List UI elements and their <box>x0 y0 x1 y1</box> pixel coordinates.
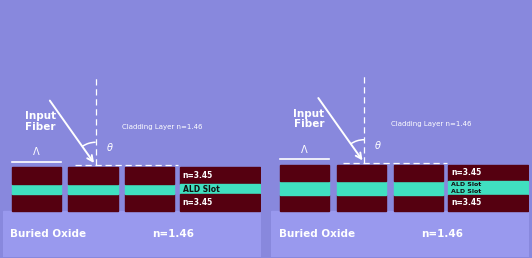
Bar <box>394 195 443 211</box>
Text: Buried Oxide: Buried Oxide <box>11 229 87 239</box>
Bar <box>126 167 174 184</box>
Bar <box>337 195 386 211</box>
Text: ALD Slot: ALD Slot <box>451 189 481 194</box>
Bar <box>448 195 528 211</box>
Text: n=3.45: n=3.45 <box>451 168 481 177</box>
Bar <box>179 184 260 194</box>
Bar <box>12 194 61 211</box>
Text: Cladding Layer n=1.46: Cladding Layer n=1.46 <box>122 124 203 130</box>
Bar <box>179 167 260 184</box>
Bar <box>126 194 174 211</box>
Bar <box>3 211 261 257</box>
Text: Buried Oxide: Buried Oxide <box>279 229 355 239</box>
Text: Input
Fiber: Input Fiber <box>294 109 325 129</box>
Text: n=1.46: n=1.46 <box>152 229 194 239</box>
Text: Input
Fiber: Input Fiber <box>25 111 56 132</box>
Text: Cladding Layer n=1.46: Cladding Layer n=1.46 <box>391 122 471 127</box>
Bar <box>448 188 528 195</box>
Bar <box>126 184 174 194</box>
Bar <box>69 194 118 211</box>
Bar <box>69 184 118 194</box>
Text: Λ: Λ <box>302 144 308 155</box>
Text: $\theta$: $\theta$ <box>106 141 114 154</box>
Bar <box>271 211 529 257</box>
Bar <box>12 167 61 184</box>
Text: $\theta$: $\theta$ <box>375 139 382 151</box>
Bar <box>394 181 443 188</box>
Bar <box>337 188 386 195</box>
Text: n=3.45: n=3.45 <box>182 171 213 180</box>
Bar <box>394 165 443 181</box>
Bar <box>448 165 528 181</box>
Bar <box>280 181 329 188</box>
Text: n=1.46: n=1.46 <box>421 229 463 239</box>
Text: n=3.45: n=3.45 <box>451 198 481 207</box>
Bar <box>280 165 329 181</box>
Bar <box>179 194 260 211</box>
Bar <box>12 184 61 194</box>
Bar <box>394 188 443 195</box>
Bar <box>280 195 329 211</box>
Bar <box>337 181 386 188</box>
Bar <box>280 188 329 195</box>
Bar <box>69 167 118 184</box>
Bar <box>448 181 528 188</box>
Text: Λ: Λ <box>33 147 39 157</box>
Text: n=3.45: n=3.45 <box>182 198 213 207</box>
Text: ALD Slot: ALD Slot <box>182 184 219 194</box>
Bar <box>337 165 386 181</box>
Text: ALD Slot: ALD Slot <box>451 182 481 187</box>
